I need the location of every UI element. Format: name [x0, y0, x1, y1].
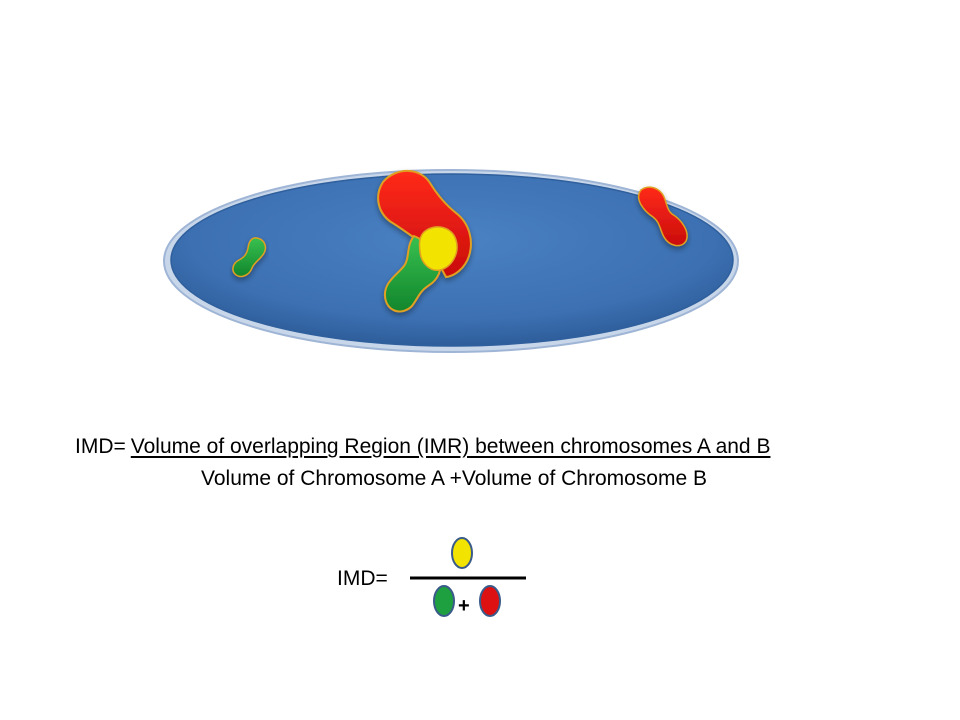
chromosome-a-fragment: [232, 237, 267, 278]
symbolic-formula-lhs: IMD=: [337, 567, 388, 590]
chromosome-b-fragment: [637, 186, 688, 247]
plus-symbol: +: [458, 595, 470, 617]
formula-numerator-line: IMD= Volume of overlapping Region (IMR) b…: [75, 435, 770, 459]
formula-numerator: Volume of overlapping Region (IMR) betwe…: [130, 435, 771, 458]
overlap-symbol: [451, 537, 473, 569]
chromosome-a-small-region: [232, 237, 267, 278]
overlap-region: [418, 226, 458, 272]
chromosome-b-small-region: [637, 186, 688, 247]
chromosome-a-symbol: [433, 585, 455, 617]
interacting-chromosomes: [377, 169, 472, 313]
chromosome-b-symbol: [479, 585, 501, 617]
formula-lhs: IMD=: [75, 435, 126, 458]
formula-denominator: Volume of Chromosome A +Volume of Chromo…: [201, 467, 707, 490]
